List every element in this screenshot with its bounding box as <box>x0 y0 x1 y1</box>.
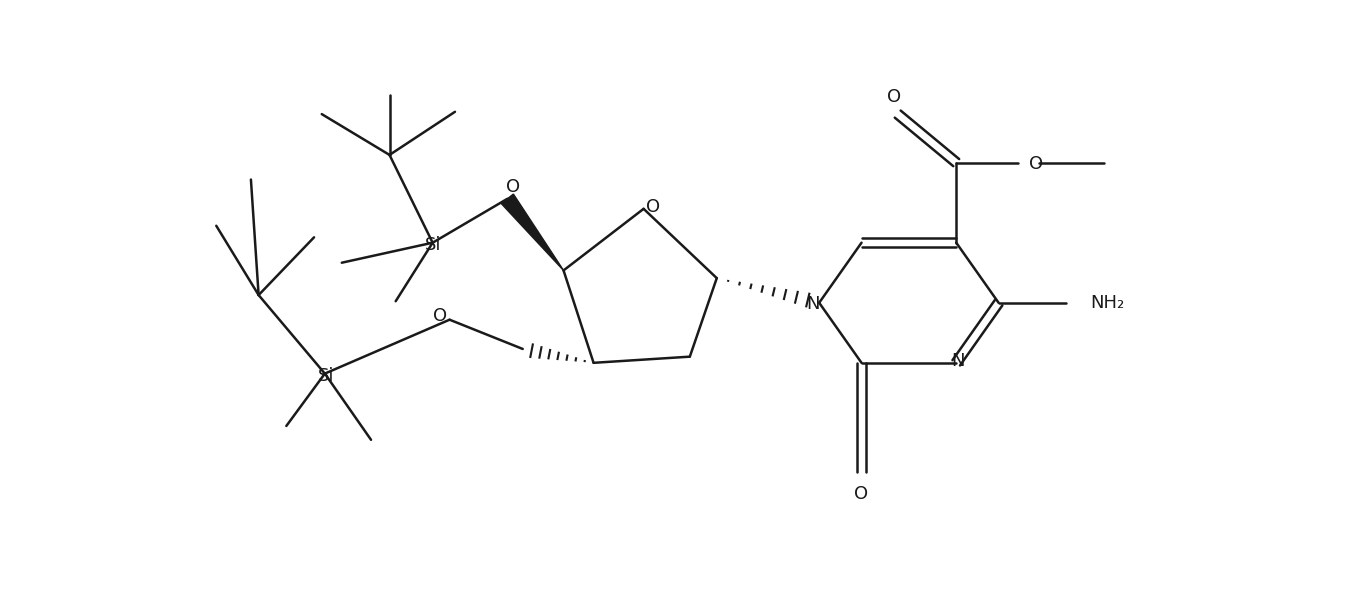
Text: O: O <box>646 199 660 216</box>
Polygon shape <box>502 194 564 270</box>
Text: O: O <box>1029 155 1044 173</box>
Text: Si: Si <box>425 236 441 254</box>
Text: N: N <box>806 295 819 313</box>
Text: NH₂: NH₂ <box>1090 294 1125 312</box>
Text: Si: Si <box>318 367 335 385</box>
Text: O: O <box>433 307 448 325</box>
Text: O: O <box>507 178 521 196</box>
Text: N: N <box>950 352 964 370</box>
Text: O: O <box>854 485 868 503</box>
Text: O: O <box>887 88 900 106</box>
